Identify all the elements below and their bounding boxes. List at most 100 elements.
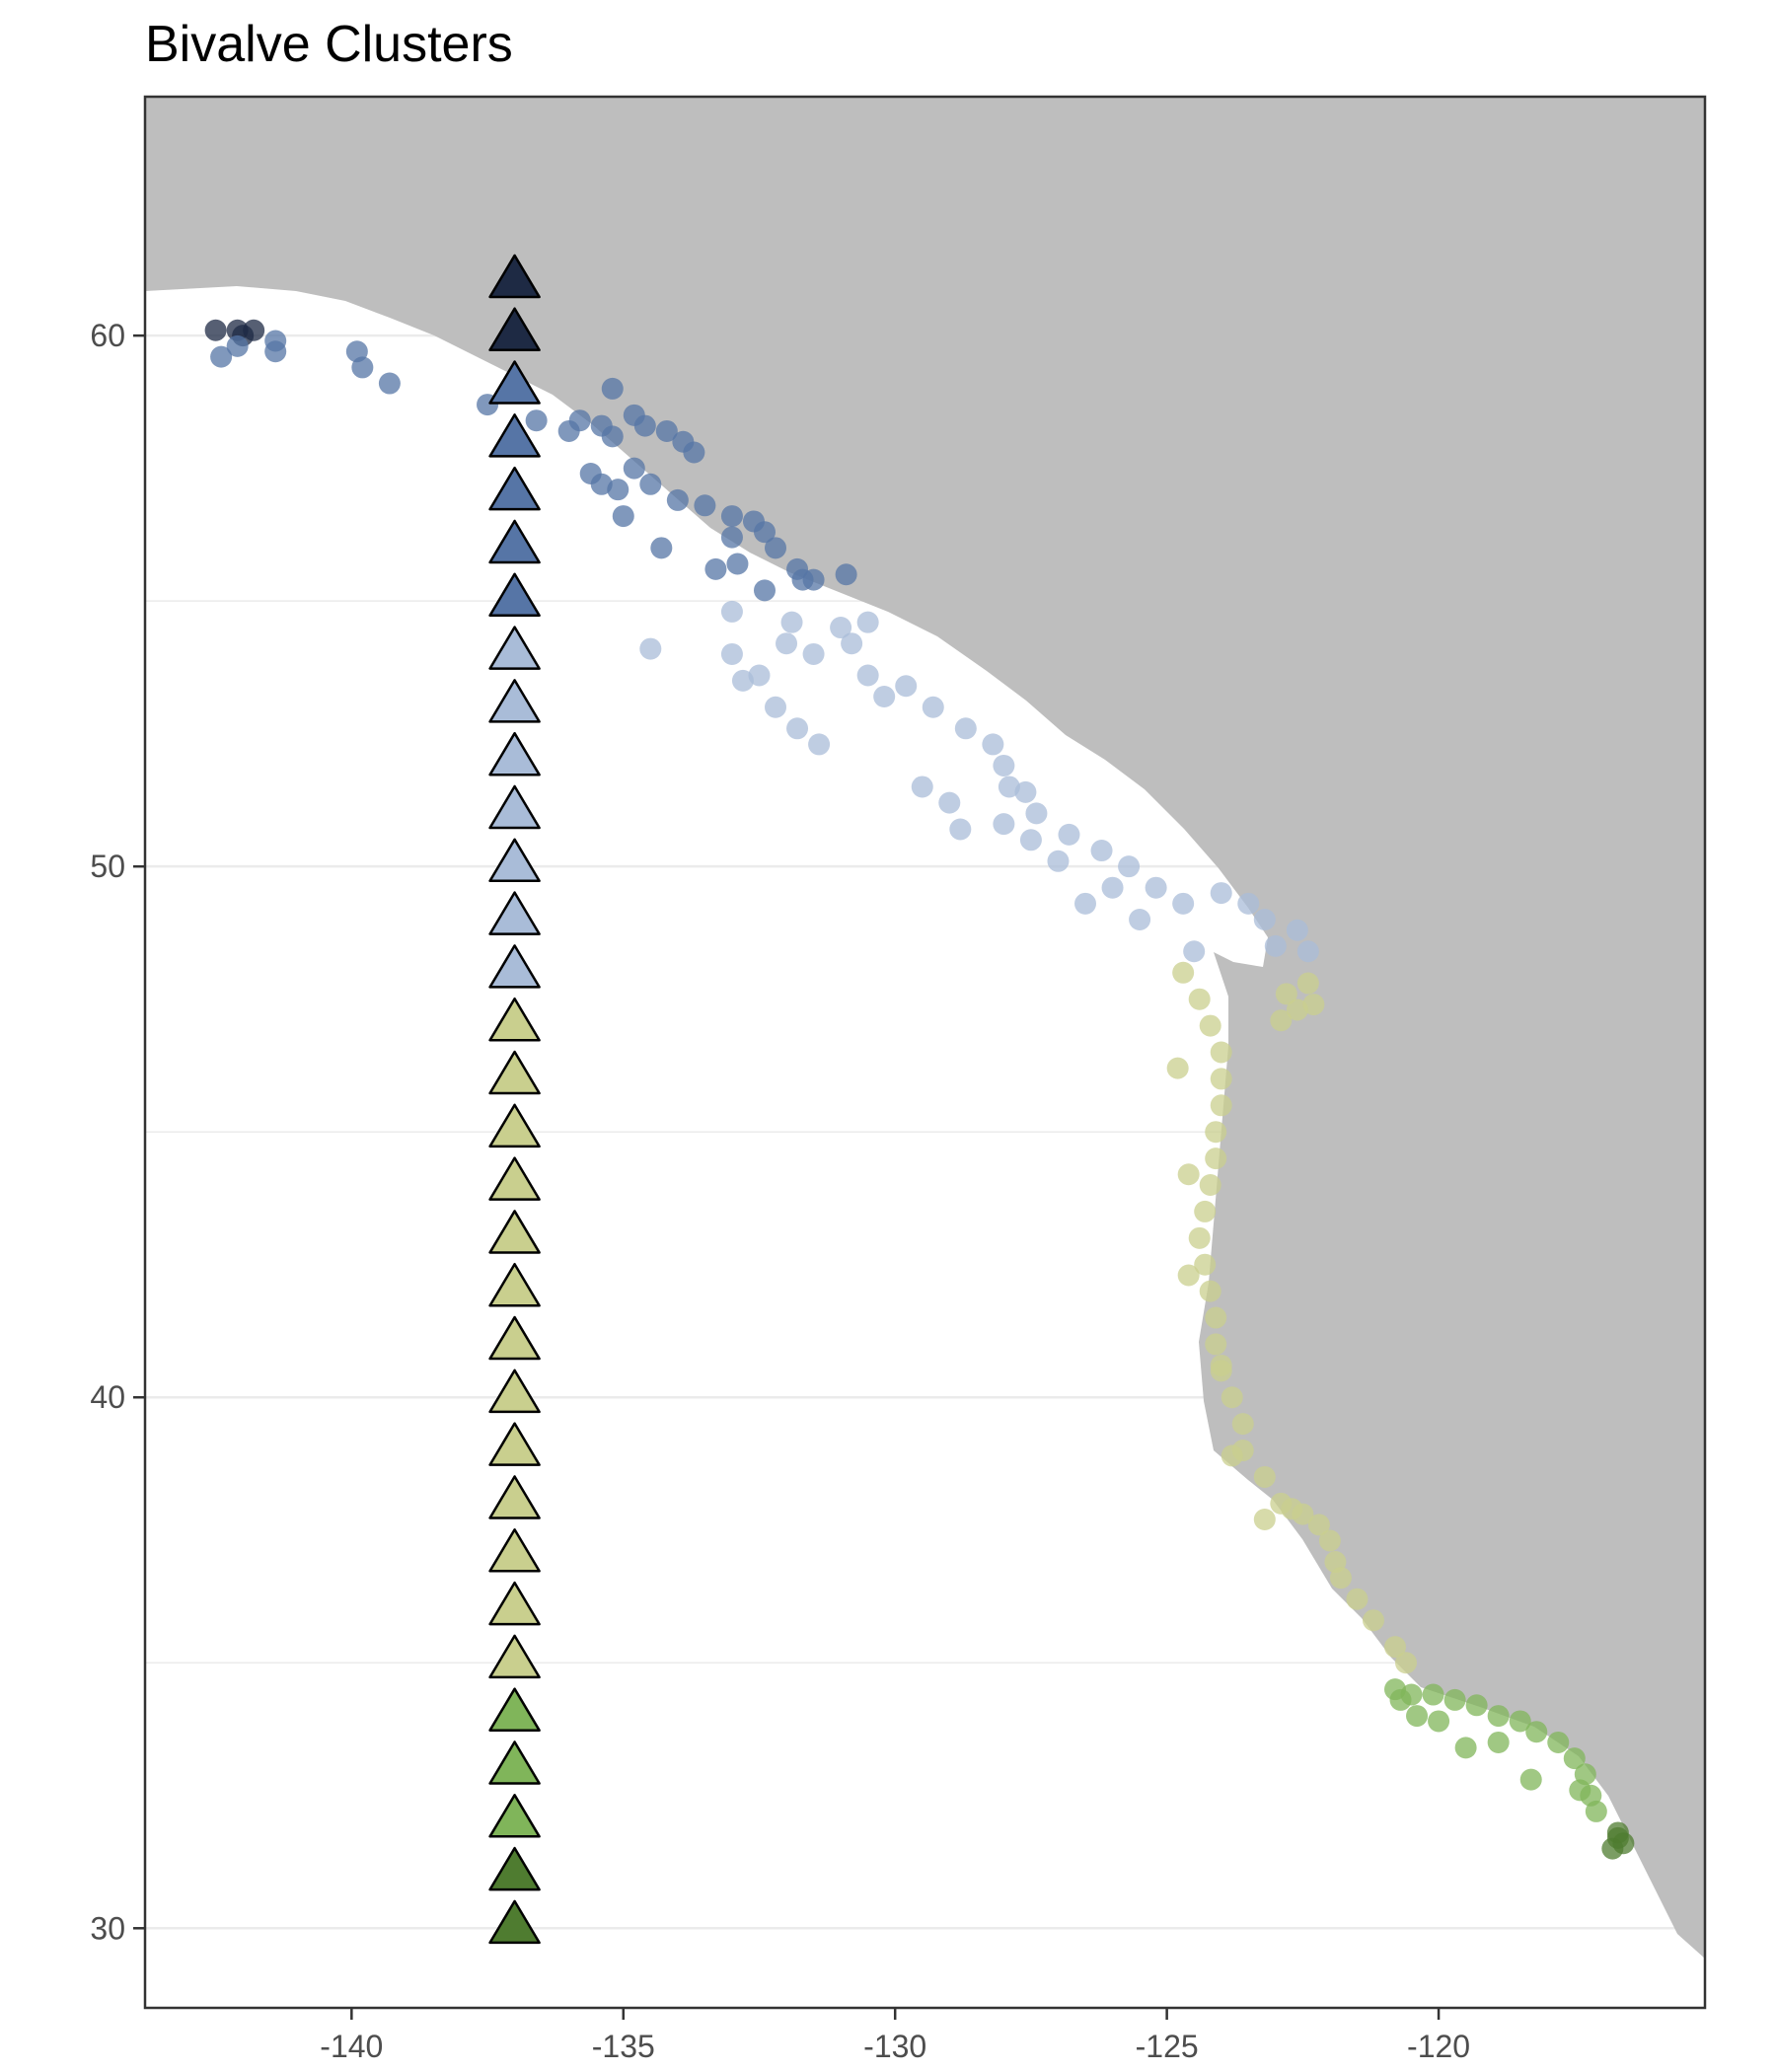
cluster-3-point	[808, 733, 831, 756]
cluster-2-triangle	[488, 360, 541, 405]
cluster-3-triangle	[488, 891, 541, 935]
cluster-4-point	[1253, 1508, 1276, 1530]
cluster-4-point	[1205, 1147, 1227, 1170]
cluster-4-point	[1199, 1280, 1221, 1302]
cluster-3-point	[982, 733, 1004, 756]
cluster-1-triangle	[488, 254, 541, 299]
cluster-4-point	[1384, 1636, 1407, 1659]
cluster-4-point	[1177, 1264, 1200, 1287]
cluster-4-point	[1199, 1174, 1221, 1197]
cluster-2-point	[655, 419, 678, 442]
cluster-4-triangle	[488, 1581, 541, 1626]
cluster-4-triangle	[488, 1528, 541, 1573]
cluster-4-point	[1188, 1226, 1211, 1249]
cluster-2-point	[720, 505, 743, 528]
cluster-2-point	[226, 334, 249, 357]
cluster-4-point	[1194, 1253, 1217, 1276]
cluster-4-point	[1177, 1163, 1200, 1186]
y-tick-label: 50	[90, 849, 125, 884]
cluster-3-point	[1296, 940, 1319, 963]
cluster-4-point	[1346, 1588, 1369, 1610]
cluster-3-point	[1253, 908, 1276, 930]
cluster-5-point	[1509, 1710, 1531, 1733]
cluster-5-point	[1454, 1737, 1477, 1759]
y-tick-label: 60	[90, 318, 125, 353]
cluster-2-point	[791, 568, 814, 591]
cluster-5-triangle	[488, 1794, 541, 1838]
cluster-4-point	[1270, 1009, 1293, 1032]
y-tick-label: 40	[90, 1379, 125, 1415]
cluster-4-point	[1205, 1121, 1227, 1144]
cluster-3-triangle	[488, 784, 541, 830]
cluster-2-point	[623, 457, 645, 480]
cluster-2-point	[601, 425, 624, 448]
cluster-3-point	[720, 642, 743, 665]
cluster-3-point	[938, 791, 961, 814]
cluster-3-point	[856, 611, 879, 633]
cluster-3-point	[1264, 934, 1287, 957]
cluster-3-point	[1074, 892, 1097, 915]
cluster-2-point	[753, 521, 776, 544]
cluster-1-point	[204, 319, 227, 341]
x-tick-label: -140	[320, 2029, 383, 2064]
cluster-3-point	[748, 664, 771, 687]
cluster-5-point	[1428, 1710, 1450, 1733]
cluster-4-triangle	[488, 1210, 541, 1254]
north-america-land	[145, 97, 1705, 1959]
cluster-3-point	[1237, 892, 1260, 915]
cluster-3-point	[911, 776, 933, 798]
cluster-4-point	[1210, 1041, 1232, 1064]
cluster-4-point	[1307, 1514, 1330, 1536]
cluster-2-point	[639, 473, 662, 495]
cluster-3-point	[802, 642, 825, 665]
cluster-3-point	[639, 637, 662, 660]
cluster-5-point	[1519, 1768, 1542, 1791]
cluster-4-point	[1253, 1465, 1276, 1488]
cluster-points	[204, 319, 1635, 1860]
cluster-4-point	[1286, 999, 1308, 1021]
cluster-4-point	[1194, 1200, 1217, 1222]
cluster-4-point	[1166, 1057, 1189, 1079]
cluster-2-triangle	[488, 519, 541, 564]
x-tick-label: -120	[1407, 2029, 1470, 2064]
cluster-2-point	[351, 356, 374, 379]
cluster-4-point	[1210, 1094, 1232, 1117]
cluster-3-point	[1183, 940, 1206, 963]
cluster-2-point	[720, 526, 743, 549]
cluster-4-point	[1318, 1529, 1341, 1552]
cluster-5-triangle	[488, 1687, 541, 1732]
cluster-4-point	[1205, 1306, 1227, 1329]
land-mass	[145, 97, 1705, 1959]
cluster-4-triangle	[488, 1103, 541, 1148]
cluster-3-triangle	[488, 731, 541, 777]
cluster-2-triangle	[488, 466, 541, 511]
cluster-3-point	[731, 669, 754, 692]
cluster-4-point	[1205, 1333, 1227, 1356]
cluster-3-point	[1286, 919, 1308, 941]
cluster-4-triangle	[488, 1315, 541, 1361]
cluster-3-point	[1058, 823, 1080, 846]
cluster-3-point	[856, 664, 879, 687]
cluster-5-point	[1487, 1731, 1510, 1753]
cluster-4-point	[1221, 1386, 1243, 1409]
cluster-2-point	[525, 409, 548, 432]
cluster-4-point	[1281, 1498, 1303, 1520]
cluster-4-point	[1188, 988, 1211, 1010]
cluster-2-point	[264, 340, 287, 363]
cluster-3-point	[841, 632, 863, 655]
cluster-2-point	[666, 488, 689, 511]
cluster-4-triangle	[488, 1422, 541, 1466]
cluster-3-triangle	[488, 626, 541, 670]
cluster-3-point	[1047, 850, 1070, 872]
cluster-2-point	[590, 473, 613, 495]
cluster-2-point	[633, 414, 656, 437]
cluster-5-point	[1547, 1731, 1570, 1753]
cluster-4-point	[1302, 994, 1325, 1016]
cluster-3-triangle	[488, 944, 541, 989]
cluster-3-point	[922, 696, 944, 718]
cluster-3-triangle	[488, 679, 541, 723]
panel-border	[143, 95, 1707, 2010]
cluster-2-point	[765, 537, 787, 559]
cluster-2-point	[835, 563, 857, 586]
